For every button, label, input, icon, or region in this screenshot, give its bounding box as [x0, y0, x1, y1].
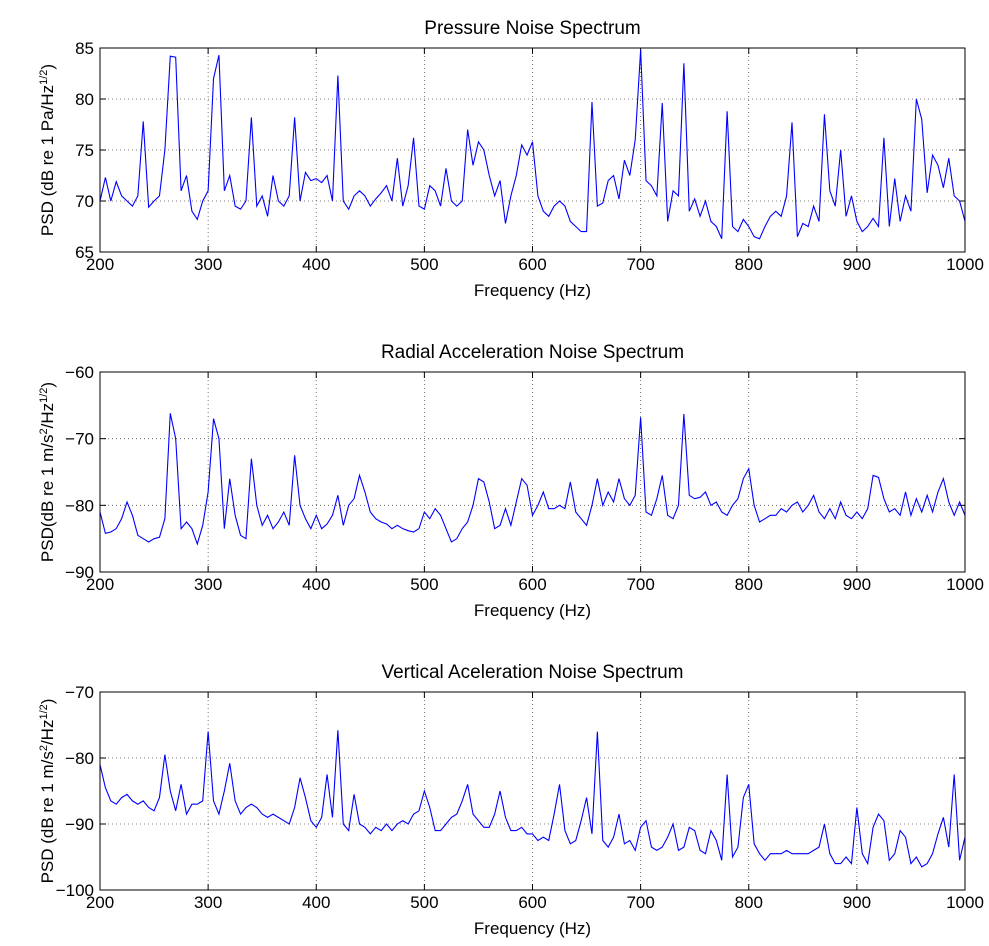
- y-axis-label-superscript: 1/2: [38, 704, 50, 719]
- x-tick-label: 200: [86, 893, 114, 912]
- x-tick-label: 300: [194, 893, 222, 912]
- x-tick-label: 900: [843, 255, 871, 274]
- y-tick-label: −70: [65, 683, 94, 702]
- y-axis-label-part: PSD (dB re 1 Pa/Hz: [38, 85, 57, 236]
- y-axis-label-part: ): [38, 699, 57, 705]
- x-tick-label: 200: [86, 255, 114, 274]
- x-tick-label: 900: [843, 575, 871, 594]
- x-tick-label: 500: [410, 255, 438, 274]
- y-tick-label: 80: [75, 90, 94, 109]
- y-axis-label: PSD (dB re 1 m/s2/Hz1/2): [38, 699, 57, 884]
- x-tick-label: 800: [735, 893, 763, 912]
- x-tick-label: 900: [843, 893, 871, 912]
- y-tick-label: −90: [65, 815, 94, 834]
- x-axis-label: Frequency (Hz): [474, 281, 591, 300]
- subplot: 200 300 400 500 600 700 800 900 1000 −100 −90 −80 −7…: [38, 662, 984, 938]
- subplot: 200 300 400 500 600 700 800 900 1000 −90 −80 −70 −60…: [38, 342, 984, 620]
- y-tick-label: 85: [75, 39, 94, 58]
- x-axis-label: Frequency (Hz): [474, 919, 591, 938]
- y-tick-label: −80: [65, 749, 94, 768]
- x-tick-label: 800: [735, 255, 763, 274]
- x-tick-label: 1000: [946, 575, 984, 594]
- x-axis-label: Frequency (Hz): [474, 601, 591, 620]
- x-tick-label: 700: [626, 893, 654, 912]
- x-tick-label: 200: [86, 575, 114, 594]
- x-tick-label: 1000: [946, 893, 984, 912]
- x-tick-label: 300: [194, 575, 222, 594]
- y-tick-label: −80: [65, 496, 94, 515]
- y-axis-label-part: /Hz: [38, 403, 57, 429]
- x-tick-label: 500: [410, 893, 438, 912]
- y-axis-label-part: ): [38, 382, 57, 388]
- y-tick-label: 65: [75, 243, 94, 262]
- subplot-title: Pressure Noise Spectrum: [424, 18, 640, 39]
- x-tick-label: 700: [626, 575, 654, 594]
- y-tick-label: −70: [65, 430, 94, 449]
- y-axis-label-superscript: 1/2: [38, 388, 50, 403]
- x-tick-label: 400: [302, 575, 330, 594]
- data-line: [99, 730, 966, 868]
- y-tick-label: −60: [65, 363, 94, 382]
- data-line: [99, 50, 966, 240]
- y-tick-label: −90: [65, 563, 94, 582]
- subplot-title: Vertical Aceleration Noise Spectrum: [381, 662, 683, 683]
- x-tick-label: 600: [518, 255, 546, 274]
- y-tick-label: 75: [75, 141, 94, 160]
- subplot: 200 300 400 500 600 700 800 900 1000 65 70 75 80 85 Pr…: [38, 18, 984, 300]
- x-tick-label: 300: [194, 255, 222, 274]
- x-tick-label: 400: [302, 893, 330, 912]
- y-axis-label-superscript: 1/2: [38, 70, 50, 85]
- y-axis-label-part: PSD (dB re 1 m/s: [38, 751, 57, 883]
- y-axis-label-superscript: 2: [38, 745, 50, 751]
- x-tick-label: 700: [626, 255, 654, 274]
- x-tick-label: 500: [410, 575, 438, 594]
- x-tick-label: 1000: [946, 255, 984, 274]
- axes-frame: [99, 371, 966, 573]
- x-tick-label: 600: [518, 575, 546, 594]
- y-tick-label: −100: [56, 881, 94, 900]
- y-axis-label-superscript: 2: [38, 428, 50, 434]
- y-axis-label-part: /Hz: [38, 720, 57, 746]
- x-tick-label: 400: [302, 255, 330, 274]
- data-line: [99, 413, 966, 546]
- axes-frame: [99, 691, 966, 891]
- y-axis-label: PSD (dB re 1 Pa/Hz1/2): [38, 64, 57, 236]
- y-axis-label-part: ): [38, 64, 57, 70]
- subplot-title: Radial Acceleration Noise Spectrum: [381, 342, 684, 363]
- axes-frame: [99, 47, 966, 253]
- y-tick-label: 70: [75, 192, 94, 211]
- y-axis-label-part: PSD(dB re 1 m/s: [38, 435, 57, 563]
- x-tick-label: 800: [735, 575, 763, 594]
- y-axis-label: PSD(dB re 1 m/s2/Hz1/2): [38, 382, 57, 562]
- x-tick-label: 600: [518, 893, 546, 912]
